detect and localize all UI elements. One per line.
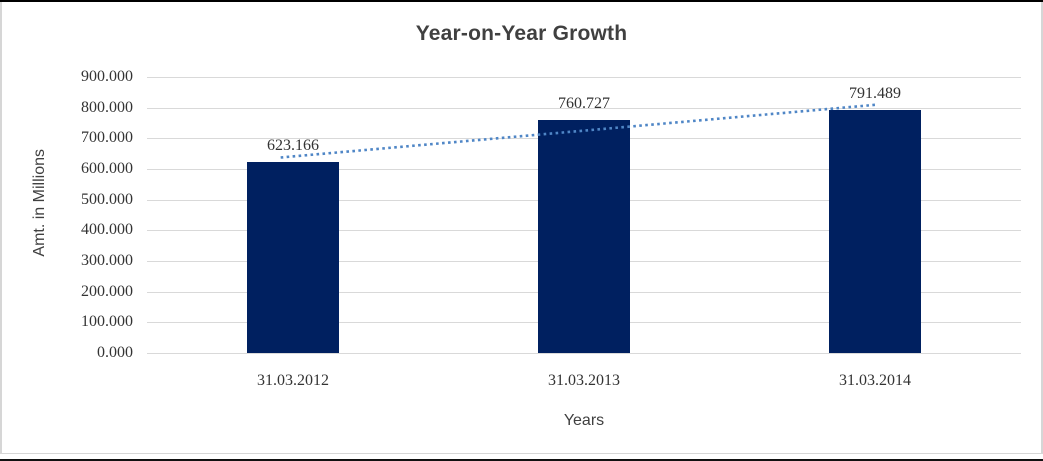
gridline (147, 77, 1021, 78)
y-tick-label: 700.000 (81, 129, 133, 146)
y-tick-label: 0.000 (97, 344, 133, 361)
y-tick-label: 200.000 (81, 283, 133, 300)
data-label: 623.166 (267, 137, 319, 154)
data-label: 791.489 (849, 85, 901, 102)
x-tick-label: 31.03.2013 (548, 372, 620, 389)
y-tick-label: 300.000 (81, 252, 133, 269)
x-tick-label: 31.03.2014 (839, 372, 911, 389)
y-tick-label: 900.000 (81, 68, 133, 85)
bar (247, 162, 339, 353)
page-top-border (0, 0, 1043, 2)
x-axis-title: Years (563, 412, 605, 429)
data-label: 760.727 (558, 95, 610, 112)
bar (829, 110, 921, 353)
page-bottom-border (0, 459, 1043, 461)
y-tick-label: 100.000 (81, 313, 133, 330)
y-tick-label: 400.000 (81, 221, 133, 238)
y-tick-label: 500.000 (81, 191, 133, 208)
x-tick-label: 31.03.2012 (257, 372, 329, 389)
gridline (147, 353, 1021, 354)
gridline (147, 108, 1021, 109)
y-tick-label: 800.000 (81, 99, 133, 116)
y-tick-label: 600.000 (81, 160, 133, 177)
chart-title: Year-on-Year Growth (415, 22, 628, 45)
trendline-path (280, 103, 878, 159)
bar (538, 120, 630, 353)
